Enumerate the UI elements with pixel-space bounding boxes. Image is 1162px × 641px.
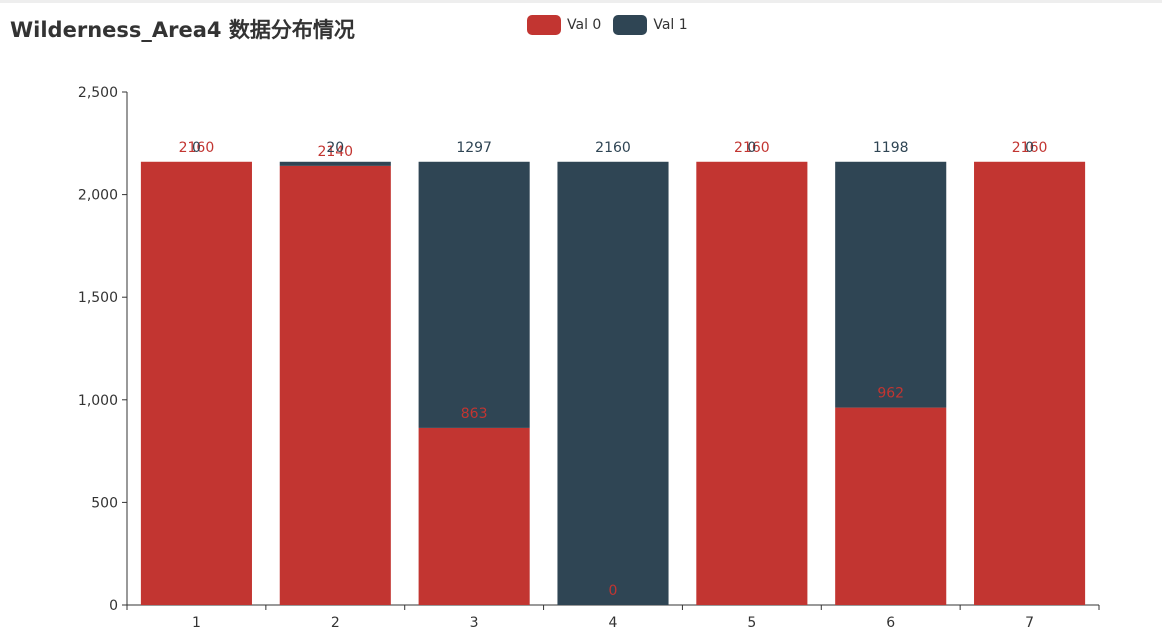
x-tick-label: 3 — [470, 615, 479, 631]
bar-val0 — [974, 161, 1086, 605]
bar-val1 — [835, 161, 947, 408]
data-label-val1: 0 — [192, 140, 201, 156]
data-label-val1: 1198 — [873, 140, 909, 156]
data-label-val1: 1297 — [456, 140, 492, 156]
chart-title: Wilderness_Area4 数据分布情况 — [10, 18, 355, 42]
legend: Val 0 Val 1 — [527, 15, 700, 35]
data-label-val0: 2140 — [317, 144, 353, 160]
x-tick-label: 7 — [1025, 615, 1034, 631]
x-tick-label: 2 — [331, 615, 340, 631]
legend-item-val1[interactable]: Val 1 — [613, 15, 688, 35]
x-tick-label: 1 — [192, 615, 201, 631]
data-label-val0: 0 — [609, 583, 618, 599]
data-label-val1: 0 — [747, 140, 756, 156]
y-tick-label: 1,000 — [78, 393, 118, 409]
y-tick-label: 2,000 — [78, 188, 118, 204]
legend-swatch-val1 — [613, 15, 648, 35]
legend-item-val0[interactable]: Val 0 — [527, 15, 601, 35]
y-tick-label: 1,500 — [78, 290, 118, 306]
bar-val0 — [140, 161, 252, 605]
data-label-val1: 0 — [1025, 140, 1034, 156]
data-label-val0: 962 — [877, 386, 904, 402]
bar-val0 — [279, 165, 391, 605]
bar-val0 — [696, 161, 808, 605]
y-tick-label: 0 — [109, 598, 118, 614]
y-tick-label: 2,500 — [78, 85, 118, 101]
bar-val1 — [418, 161, 530, 428]
x-tick-label: 6 — [886, 615, 895, 631]
legend-label-val1: Val 1 — [653, 17, 688, 33]
data-label-val0: 2160 — [1012, 140, 1048, 156]
top-divider — [0, 0, 1162, 3]
y-tick-label: 500 — [91, 495, 118, 511]
x-tick-label: 5 — [747, 615, 756, 631]
x-tick-label: 4 — [609, 615, 618, 631]
data-label-val0: 2160 — [179, 140, 215, 156]
data-label-val0: 863 — [461, 406, 488, 422]
bar-val1 — [279, 161, 391, 166]
bar-val1 — [557, 161, 669, 605]
data-label-val0: 2160 — [734, 140, 770, 156]
bar-val0 — [418, 427, 530, 605]
data-label-val1: 2160 — [595, 140, 631, 156]
legend-label-val0: Val 0 — [567, 17, 602, 33]
data-label-val1: 20 — [326, 140, 344, 156]
legend-swatch-val0 — [527, 15, 561, 35]
bar-val0 — [835, 407, 947, 605]
